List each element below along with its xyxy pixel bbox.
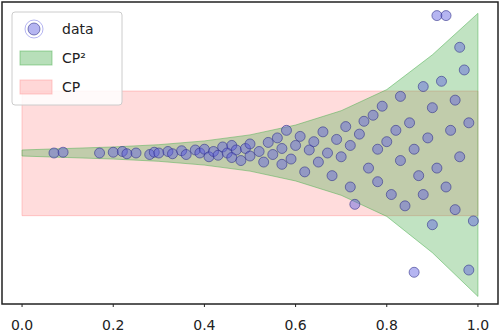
point	[418, 82, 428, 92]
tick	[204, 304, 205, 307]
point	[373, 177, 383, 187]
point	[395, 156, 405, 166]
point	[395, 91, 405, 101]
point	[318, 127, 328, 137]
point	[373, 144, 383, 154]
point	[468, 216, 478, 226]
tick-label: 0.0	[11, 317, 33, 333]
legend-swatch-ring	[25, 20, 43, 38]
point	[405, 118, 415, 128]
point	[432, 163, 442, 173]
point	[259, 157, 269, 167]
point	[309, 137, 319, 147]
point	[95, 148, 105, 158]
point	[313, 157, 323, 167]
tick	[386, 304, 387, 307]
point	[236, 156, 246, 166]
chart: 0.0 0.2 0.4 0.6 0.8 1.0 data CP² CP	[0, 0, 500, 336]
point	[464, 265, 474, 275]
point	[409, 144, 419, 154]
point	[231, 145, 241, 155]
point	[350, 199, 360, 209]
point	[377, 101, 387, 111]
point	[286, 154, 296, 164]
point	[414, 171, 424, 181]
point	[418, 190, 428, 200]
point	[427, 103, 437, 113]
tick-label: 0.6	[284, 317, 306, 333]
point	[455, 42, 465, 52]
point	[341, 122, 351, 132]
point	[354, 129, 364, 139]
point	[291, 140, 301, 150]
legend-label: data	[62, 21, 94, 37]
point	[364, 163, 374, 173]
point	[181, 150, 191, 160]
legend: data CP² CP	[12, 12, 122, 105]
frame	[2, 2, 498, 304]
point	[281, 125, 291, 135]
point	[245, 151, 255, 161]
point	[272, 133, 282, 143]
tick-label: 0.8	[376, 317, 398, 333]
point	[409, 267, 419, 277]
tick-label: 0.2	[102, 317, 124, 333]
point	[263, 137, 273, 147]
point	[423, 133, 433, 143]
point	[427, 220, 437, 230]
point	[332, 134, 342, 144]
point	[450, 95, 460, 105]
point	[446, 125, 456, 135]
point	[122, 149, 132, 159]
point	[436, 76, 446, 86]
point	[295, 131, 305, 141]
point	[168, 149, 178, 159]
legend-swatch	[20, 80, 52, 94]
point	[277, 159, 287, 169]
point	[345, 182, 355, 192]
point	[131, 148, 141, 158]
point	[58, 147, 68, 157]
point	[450, 205, 460, 215]
legend-box	[12, 12, 122, 105]
tick	[477, 304, 478, 307]
point	[441, 182, 451, 192]
point	[464, 118, 474, 128]
point	[49, 148, 59, 158]
point	[400, 201, 410, 211]
point	[245, 139, 255, 149]
point	[154, 148, 164, 158]
tick	[295, 304, 296, 307]
legend-swatch	[28, 23, 40, 35]
point	[254, 146, 264, 156]
point	[359, 116, 369, 126]
tick-label: 1.0	[467, 317, 489, 333]
tick	[113, 304, 114, 307]
point	[441, 11, 451, 21]
point	[345, 140, 355, 150]
point	[300, 167, 310, 177]
point	[391, 125, 401, 135]
legend-swatch	[20, 51, 52, 65]
point	[336, 152, 346, 162]
point	[386, 190, 396, 200]
point	[382, 137, 392, 147]
point	[432, 11, 442, 21]
point	[108, 147, 118, 157]
point	[368, 110, 378, 120]
tick-label: 0.4	[193, 317, 215, 333]
point	[323, 148, 333, 158]
legend-label: CP²	[62, 50, 86, 66]
legend-label: CP	[62, 79, 80, 95]
point	[327, 171, 337, 181]
point	[277, 143, 287, 153]
point	[268, 150, 278, 160]
point	[459, 65, 469, 75]
tick	[22, 304, 23, 307]
point	[455, 152, 465, 162]
